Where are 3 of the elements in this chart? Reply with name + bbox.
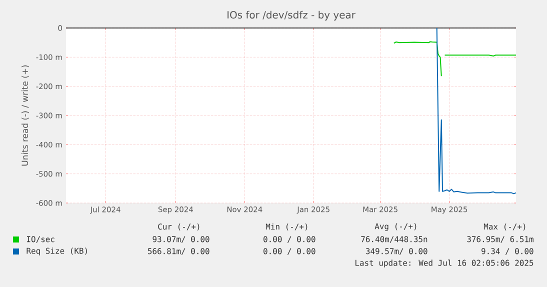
line-series <box>436 28 517 194</box>
y-axis-title: Units read (-) / write (+) <box>21 65 30 166</box>
chart-title: IOs for /dev/sdfz - by year <box>228 10 356 21</box>
